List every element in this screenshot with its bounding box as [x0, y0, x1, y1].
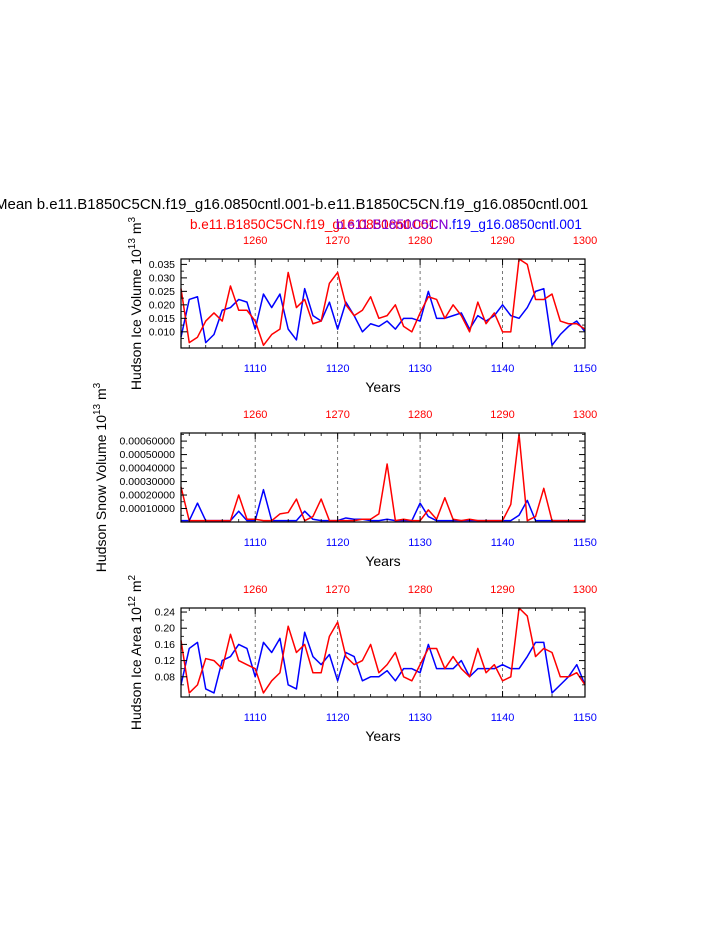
x-tick-label-top: 1280: [408, 235, 432, 247]
y-tick-label: 0.025: [149, 286, 175, 298]
x-tick-label-top: 1270: [325, 409, 349, 421]
x-axis-title: Years: [365, 553, 400, 569]
x-tick-label-top: 1260: [243, 409, 267, 421]
y-tick-label: 0.08: [155, 671, 176, 683]
x-tick-label-top: 1300: [573, 409, 597, 421]
chart-title: Mean b.e11.B1850C5CN.f19_g16.0850cntl.00…: [0, 196, 588, 213]
y-tick-label: 0.00020000: [120, 490, 176, 502]
x-tick-label-bottom: 1150: [573, 537, 597, 549]
y-tick-label: 0.20: [155, 623, 176, 635]
x-tick-label-top: 1300: [573, 235, 597, 247]
y-tick-label: 0.020: [149, 299, 175, 311]
x-tick-label-bottom: 1120: [326, 712, 350, 724]
legend-label-red: b.e11.B1850C5CN.f19_g16.0850cntl.001: [190, 217, 436, 232]
y-axis-title: Hudson Snow Volume 1013 m3: [92, 382, 109, 572]
x-tick-label-bottom: 1110: [244, 712, 267, 724]
x-tick-label-bottom: 1140: [491, 537, 515, 549]
series-line-blue: [180, 631, 586, 694]
x-tick-label-bottom: 1140: [491, 712, 515, 724]
x-tick-label-top: 1280: [408, 409, 432, 421]
y-tick-label: 0.16: [155, 639, 176, 651]
y-tick-label: 0.035: [149, 259, 175, 271]
series-line-red: [180, 258, 586, 347]
x-tick-label-top: 1260: [243, 584, 267, 596]
x-tick-label-bottom: 1120: [326, 363, 350, 375]
x-tick-label-bottom: 1140: [491, 363, 515, 375]
chart-panel-2: 1110 1120 1130 1140 1150 1260 1270 1280 1290 1300…: [92, 382, 597, 572]
series-line-blue: [181, 488, 585, 522]
x-tick-label-top: 1260: [243, 235, 267, 247]
x-tick-label-bottom: 1130: [408, 363, 432, 375]
x-tick-label-top: 1270: [325, 235, 349, 247]
x-axis-title: Years: [365, 379, 400, 395]
y-axis-title: Hudson Ice Volume 1013 m3: [127, 217, 144, 391]
series-line-blue: [180, 287, 586, 347]
x-axis-title: Years: [365, 728, 400, 744]
x-tick-label-top: 1290: [490, 584, 514, 596]
plot-frame: [180, 607, 586, 698]
series-line-red: [180, 607, 586, 694]
y-tick-label: 0.24: [155, 607, 176, 619]
x-tick-label-bottom: 1130: [408, 712, 432, 724]
x-tick-label-top: 1280: [408, 584, 432, 596]
y-tick-label: 0.00060000: [120, 436, 176, 448]
chart-panel-1: 1110 1120 1130 1140 1150 1260 1270 1280 1290 1300…: [127, 217, 597, 396]
chart-panels: 1110 1120 1130 1140 1150 1260 1270 1280 1290 1300…: [92, 217, 597, 745]
y-tick-label: 0.12: [155, 655, 176, 667]
x-tick-label-bottom: 1110: [244, 537, 267, 549]
plot-frame: [180, 258, 586, 349]
y-tick-label: 0.00010000: [120, 503, 176, 515]
series-line-red: [180, 433, 585, 522]
x-tick-label-bottom: 1150: [573, 363, 597, 375]
x-tick-label-bottom: 1130: [408, 537, 432, 549]
y-tick-label: 0.030: [149, 272, 175, 284]
y-tick-label: 0.010: [149, 326, 175, 338]
x-tick-label-top: 1290: [490, 409, 514, 421]
x-tick-label-bottom: 1110: [244, 363, 267, 375]
x-tick-label-top: 1290: [490, 235, 514, 247]
x-tick-label-top: 1300: [573, 584, 597, 596]
y-axis-title: Hudson Ice Area 1012 m2: [127, 574, 144, 730]
x-tick-label-top: 1270: [325, 584, 349, 596]
y-tick-label: 0.00040000: [120, 463, 176, 475]
legend-label-overlap: b.e11.B1850C5CN: [336, 217, 448, 232]
x-tick-label-bottom: 1150: [573, 712, 597, 724]
y-tick-label: 0.00050000: [120, 449, 176, 461]
y-tick-label: 0.015: [149, 313, 175, 325]
y-tick-label: 0.00030000: [120, 476, 176, 488]
x-tick-label-bottom: 1120: [326, 537, 350, 549]
legend-label-blue: b.e11.B1850C5CN.f19_g16.0850cntl.001: [336, 217, 582, 232]
plot-frame: [180, 432, 586, 523]
chart-panel-3: 1110 1120 1130 1140 1150 1260 1270 1280 1290 1300…: [127, 574, 597, 744]
